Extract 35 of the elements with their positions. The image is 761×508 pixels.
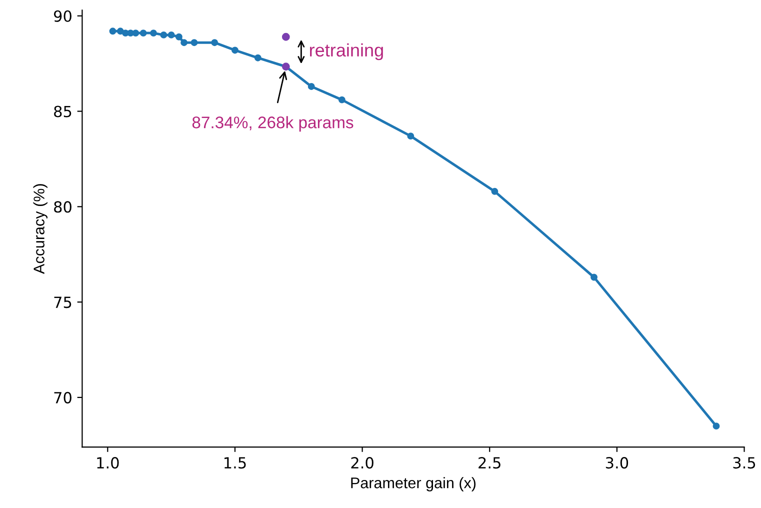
point: [491, 188, 498, 195]
y-tick-label: 80: [54, 201, 72, 213]
y-tick-label: 85: [54, 106, 72, 118]
point: [180, 39, 188, 46]
x-tick-label: 2.5: [478, 457, 500, 469]
x-tick-label: 1.0: [97, 457, 119, 469]
x-tick-label: 3.5: [733, 457, 756, 469]
x-axis-title: Parameter gain (x): [351, 477, 476, 492]
point: [150, 30, 157, 37]
point: [190, 39, 198, 46]
point: [160, 31, 168, 38]
point: [282, 32, 290, 41]
point: [712, 422, 720, 430]
point: [232, 46, 238, 54]
point: [109, 28, 116, 35]
x-tick-label: 1.5: [224, 457, 246, 469]
y-tick-label: 90: [54, 10, 72, 22]
point: [338, 96, 346, 104]
point: [140, 30, 147, 37]
x-tick-label: 3.0: [606, 457, 628, 469]
y-tick-label: 75: [54, 296, 72, 308]
point: [211, 39, 218, 46]
point: [175, 33, 182, 40]
point: [254, 54, 262, 62]
annotation: retraining: [310, 43, 383, 60]
point: [116, 28, 124, 35]
y-axis-title: Accuracy (%): [33, 184, 48, 274]
annotation: 87.34%, 268k params: [192, 116, 354, 132]
point: [407, 132, 414, 140]
point: [168, 31, 175, 38]
point: [308, 83, 315, 90]
point: [132, 30, 140, 37]
y-tick-label: 70: [54, 392, 72, 404]
point: [590, 274, 598, 281]
x-tick-label: 2.0: [351, 457, 374, 469]
